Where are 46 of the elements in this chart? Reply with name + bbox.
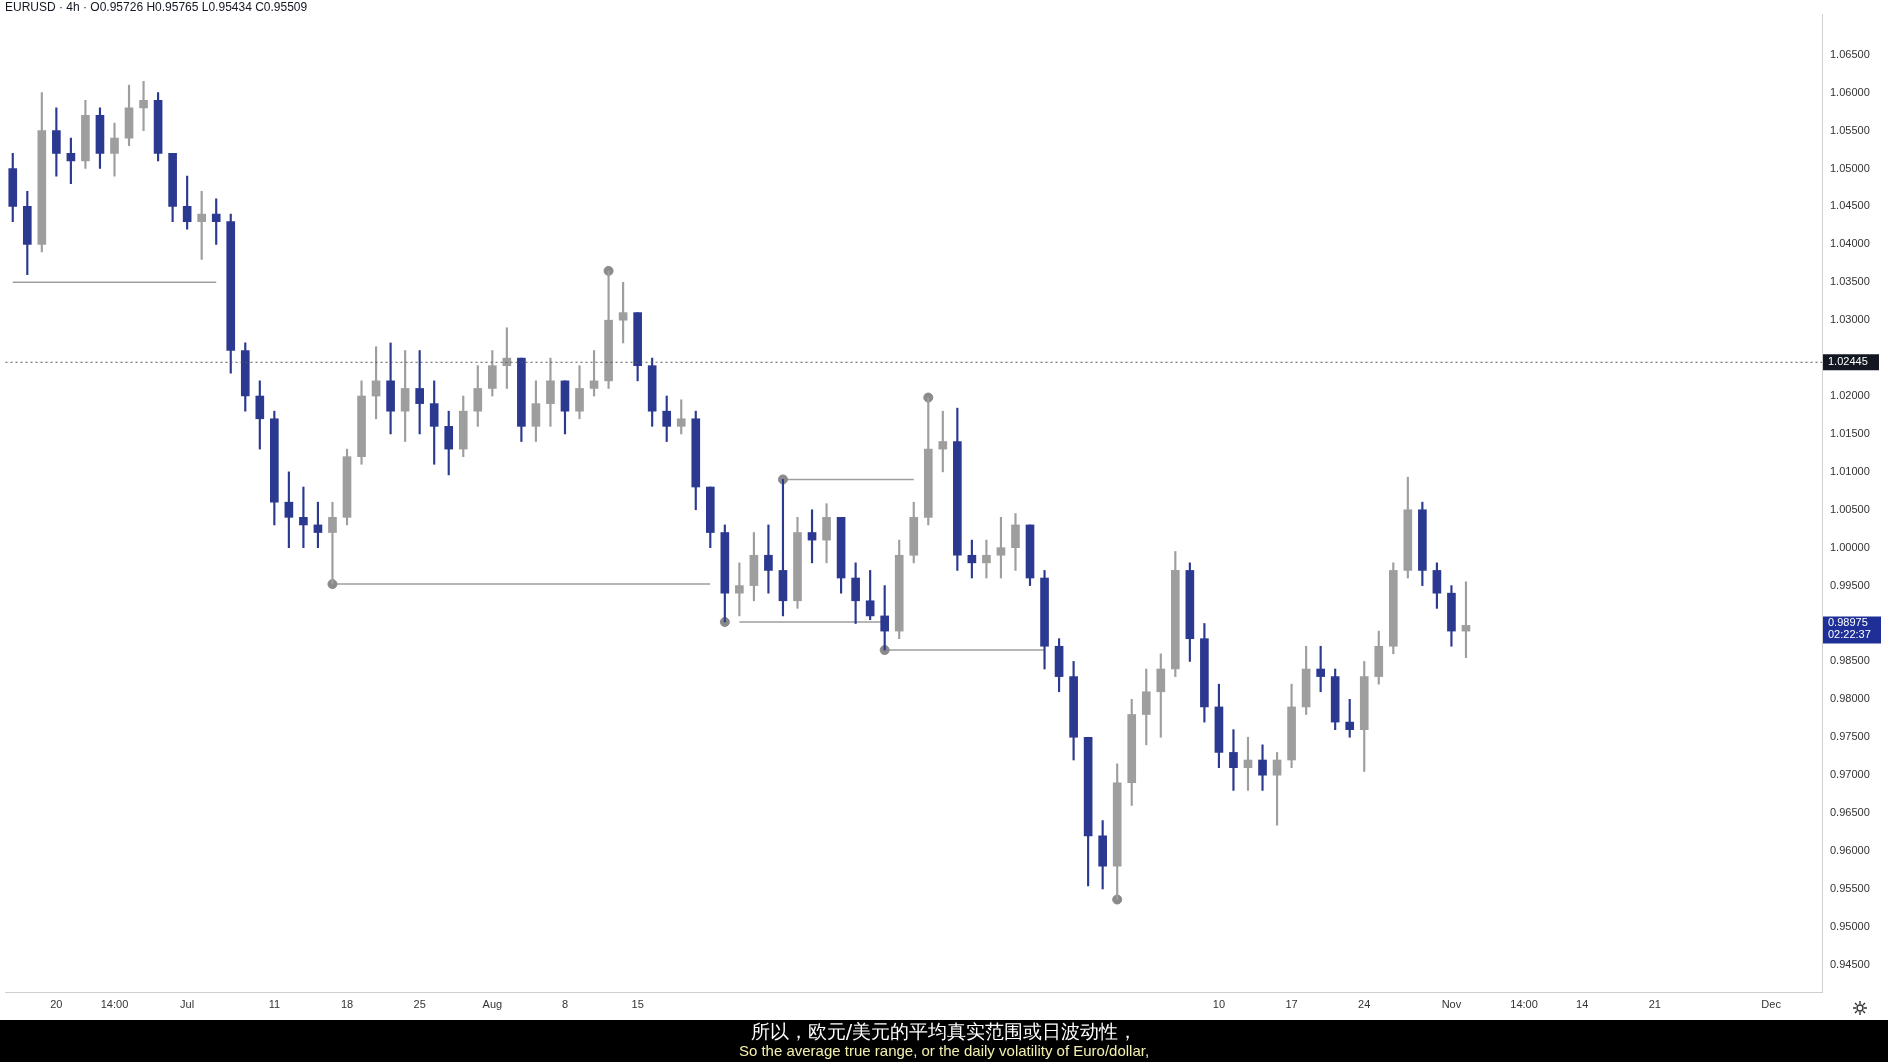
y-tick-label: 1.01000 (1830, 464, 1870, 477)
x-tick-label: 20 (50, 998, 63, 1011)
y-tick-label: 0.97000 (1830, 768, 1870, 781)
ref-line-label: 1.02445 (1828, 355, 1868, 368)
x-tick-label: 25 (413, 998, 426, 1011)
x-tick-label: Aug (482, 998, 503, 1011)
x-tick-label: 17 (1285, 998, 1298, 1011)
y-tick-label: 1.06000 (1830, 85, 1870, 98)
text: 所以，欧元/美元的平均真实范围或日波动性， (749, 1020, 1139, 1042)
x-tick-label: 10 (1212, 998, 1226, 1011)
x-tick-label: 24 (1358, 998, 1371, 1011)
x-tick-label: 15 (631, 998, 644, 1011)
y-tick-label: 1.05000 (1830, 161, 1870, 174)
x-tick-label: 8 (561, 998, 569, 1011)
x-tick-label: Nov (1441, 998, 1462, 1011)
y-tick-label: 0.98000 (1830, 692, 1870, 705)
x-tick-label: 11 (268, 998, 281, 1011)
y-tick-label: 1.05500 (1830, 123, 1870, 136)
y-tick-label: 1.03000 (1830, 313, 1870, 326)
x-tick-label: 14:00 (100, 998, 129, 1011)
chart-subtitle: EURUSD · 4h · O0.95726 H0.95765 L0.95434 C0.95509 (5, 0, 308, 14)
y-tick-label: 0.96500 (1830, 806, 1870, 819)
text: 02:22:37 (1828, 628, 1871, 641)
x-tick-label: 14 (1576, 998, 1589, 1011)
y-tick-label: 1.01500 (1830, 426, 1870, 439)
text: So the average true range, or the daily volatility of Euro/dollar, (737, 1042, 1151, 1060)
y-tick-label: 0.99500 (1830, 578, 1870, 591)
y-tick-label: 0.98500 (1830, 654, 1870, 667)
y-tick-label: 1.02000 (1830, 389, 1870, 402)
text: 0.98975 (1828, 616, 1868, 629)
y-tick-label: 1.00500 (1830, 502, 1870, 515)
y-tick-label: 0.96000 (1830, 844, 1870, 857)
y-tick-label: 1.00000 (1830, 540, 1870, 553)
y-tick-label: 0.97500 (1830, 730, 1870, 743)
x-tick-label: 18 (340, 998, 354, 1011)
x-tick-label: Jul (180, 998, 195, 1011)
x-tick-label: 14:00 (1510, 998, 1538, 1011)
y-tick-label: 1.06500 (1830, 47, 1870, 60)
x-tick-label: Dec (1761, 998, 1782, 1011)
y-tick-label: 1.04000 (1830, 237, 1870, 250)
y-tick-label: 0.94500 (1830, 957, 1870, 970)
x-tick-label: 21 (1648, 998, 1662, 1011)
y-tick-label: 1.04500 (1830, 199, 1870, 212)
y-tick-label: 0.95500 (1830, 881, 1870, 894)
y-tick-label: 1.03500 (1830, 275, 1870, 288)
y-tick-label: 0.95000 (1830, 919, 1870, 932)
